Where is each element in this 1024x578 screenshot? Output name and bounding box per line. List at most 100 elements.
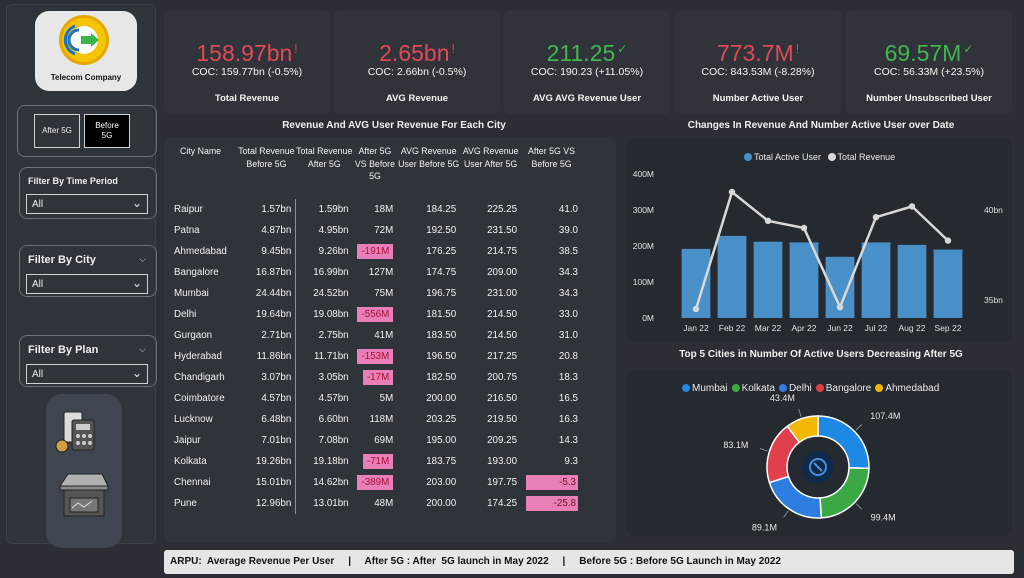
store-icon[interactable]: [59, 473, 109, 517]
point-total-revenue: [728, 188, 736, 196]
table-cell: 196.50: [426, 351, 457, 362]
table-cell: 19.64bn: [236, 304, 297, 325]
chevron-down-icon[interactable]: ⌵: [139, 254, 146, 264]
table-cell: 217.25: [487, 351, 518, 362]
table-cell: 184.25: [426, 204, 457, 215]
phone-icon-slash: [813, 462, 823, 472]
calculator-icon[interactable]: [55, 411, 95, 453]
legend-label: Delhi: [788, 383, 812, 394]
legend-label: Total Active User: [754, 152, 822, 162]
legend-label: Ahmedabad: [885, 383, 940, 394]
table-cell: 183.75: [426, 456, 457, 467]
slice-value-label: 107.4M: [870, 411, 900, 421]
table-cell: 5M: [379, 393, 394, 404]
table-row[interactable]: Gurgaon 2.71bn 2.75bn 41M 183.50 214.50 31.0: [170, 325, 582, 346]
point-total-revenue: [872, 214, 880, 221]
table-cell: 1.59bn: [318, 204, 349, 215]
table-cell: 12.96bn: [236, 493, 297, 514]
table-cell: -25.8: [521, 493, 582, 514]
table-cell: 1.57bn: [236, 199, 297, 220]
point-total-revenue: [800, 224, 808, 232]
time-period-select[interactable]: All ⌄: [26, 194, 148, 214]
navigation-icons: [46, 394, 122, 548]
slice-value-label: 89.1M: [752, 522, 777, 532]
table-cell: 19.08bn: [313, 309, 349, 320]
table-cell: 219.50: [487, 414, 518, 425]
point-total-revenue: [836, 304, 844, 311]
table-row[interactable]: Pune 12.96bn 13.01bn 48M 200.00 174.25 -25.8: [170, 493, 582, 514]
table-cell: 7.01bn: [236, 430, 297, 451]
table-row[interactable]: Ahmedabad 9.45bn 9.26bn -191M 176.25 214.75 38…: [170, 241, 582, 262]
column-header[interactable]: AVG Revenue User After 5G: [462, 146, 519, 169]
y-tick-label: 0M: [642, 313, 654, 323]
table-cell: 209.00: [487, 267, 518, 278]
filter-label: Filter By Time Period: [28, 176, 118, 186]
kpi-comparison: COC: 843.53M (-8.28%): [701, 66, 815, 78]
table-row[interactable]: Coimbatore 4.57bn 4.57bn 5M 200.00 216.50 16.5: [170, 388, 582, 409]
plan-select[interactable]: All ⌄: [26, 364, 148, 384]
table-cell: 127M: [368, 267, 394, 278]
kpi-label: Number Unsubscribed User: [866, 93, 992, 104]
column-header[interactable]: After 5G VS Before 5G: [354, 146, 395, 181]
table-cell: -153M: [353, 346, 398, 367]
line-total-revenue: [694, 189, 949, 311]
chevron-down-icon[interactable]: ⌵: [139, 344, 146, 354]
table-cell: 2.71bn: [236, 325, 297, 346]
after-5g-button[interactable]: After 5G: [34, 114, 80, 148]
column-header[interactable]: After 5G VS Before 5G: [528, 146, 575, 169]
column-header[interactable]: City Name: [180, 146, 222, 156]
table-cell: 182.50: [426, 372, 457, 383]
bar-active-user: [717, 235, 747, 318]
table-row[interactable]: Kolkata 19.26bn 19.18bn -71M 183.75 193.00 9.3: [170, 451, 582, 472]
signal-icon: [63, 24, 99, 56]
table-row[interactable]: Patna 4.87bn 4.95bn 72M 192.50 231.50 39.0: [170, 220, 582, 241]
table-cell: Raipur: [174, 204, 203, 215]
table-row[interactable]: Jaipur 7.01bn 7.08bn 69M 195.00 209.25 14.3: [170, 430, 582, 451]
table-cell: 72M: [374, 225, 394, 236]
table-title: Revenue And AVG User Revenue For Each Ci…: [282, 120, 506, 131]
table-cell: 19.18bn: [313, 456, 349, 467]
table-cell: 16.99bn: [313, 267, 349, 278]
filter-city: Filter By City ⌵ All ⌄: [19, 245, 157, 297]
select-value: All: [32, 279, 44, 290]
kpi-card: 211.25 ✓ COC: 190.23 (+11.05%) AVG AVG Reve…: [504, 10, 670, 114]
kpi-comparison: COC: 56.33M (+23.5%): [873, 66, 984, 78]
table-cell: 6.48bn: [236, 409, 297, 430]
table-row[interactable]: Hyderabad 11.86bn 11.71bn -153M 196.50 217.25…: [170, 346, 582, 367]
table-cell: 9.3: [564, 456, 578, 467]
table-row[interactable]: Raipur 1.57bn 1.59bn 18M 184.25 225.25 41.0: [170, 199, 582, 220]
table-row[interactable]: Mumbai 24.44bn 24.52bn 75M 196.75 231.00 34.3: [170, 283, 582, 304]
table-cell: 193.00: [487, 456, 518, 467]
kpi-value: 773.7M!: [716, 40, 800, 66]
column-header[interactable]: AVG Revenue User Before 5G: [398, 146, 460, 169]
table-cell: 19.26bn: [236, 451, 297, 472]
column-header[interactable]: Total Revenue Before 5G: [238, 146, 295, 169]
table-cell: 231.00: [487, 288, 518, 299]
city-select[interactable]: All ⌄: [26, 274, 148, 294]
before-5g-button[interactable]: Before 5G: [84, 114, 130, 148]
bar-active-user: [789, 242, 819, 318]
table-cell: -556M: [353, 304, 398, 325]
table-cell: Lucknow: [174, 414, 213, 425]
table-row[interactable]: Chandigarh 3.07bn 3.05bn -17M 182.50 200.75 18…: [170, 367, 582, 388]
donut-legend: Mumbai Kolkata Delhi Bangalore Ahmedabad: [678, 383, 939, 394]
table-cell: 14.3: [558, 435, 578, 446]
company-logo: Telecom Company: [35, 11, 137, 91]
table-cell: Coimbatore: [174, 393, 225, 404]
bar-active-user: [861, 242, 891, 318]
table-cell: 4.95bn: [318, 225, 349, 236]
combo-chart-panel: Total Active User Total Revenue 400M 300M…: [626, 138, 1012, 342]
table-cell: 9.45bn: [236, 241, 297, 262]
table-cell: Ahmedabad: [174, 246, 227, 257]
table-row[interactable]: Delhi 19.64bn 19.08bn -556M 181.50 214.50 33.0: [170, 304, 582, 325]
table-row[interactable]: Lucknow 6.48bn 6.60bn 118M 203.25 219.50 16.3: [170, 409, 582, 430]
combo-chart: 400M 300M 200M 100M 0M 40bn 35bn Jan 22 Feb 22 Ma…: [633, 169, 1003, 333]
table-cell: Chennai: [174, 477, 211, 488]
donut-slice: [768, 475, 823, 519]
table-row[interactable]: Bangalore 16.87bn 16.99bn 127M 174.75 209.00 3…: [170, 262, 582, 283]
table-cell: 34.3: [558, 267, 578, 278]
table-row[interactable]: Chennai 15.01bn 14.62bn -389M 203.00 197.75 -5…: [170, 472, 582, 493]
column-header[interactable]: Total Revenue After 5G: [296, 146, 353, 169]
table-cell: 214.50: [487, 330, 518, 341]
city-revenue-table: City Name Total Revenue Before 5G Total Re…: [164, 137, 616, 543]
